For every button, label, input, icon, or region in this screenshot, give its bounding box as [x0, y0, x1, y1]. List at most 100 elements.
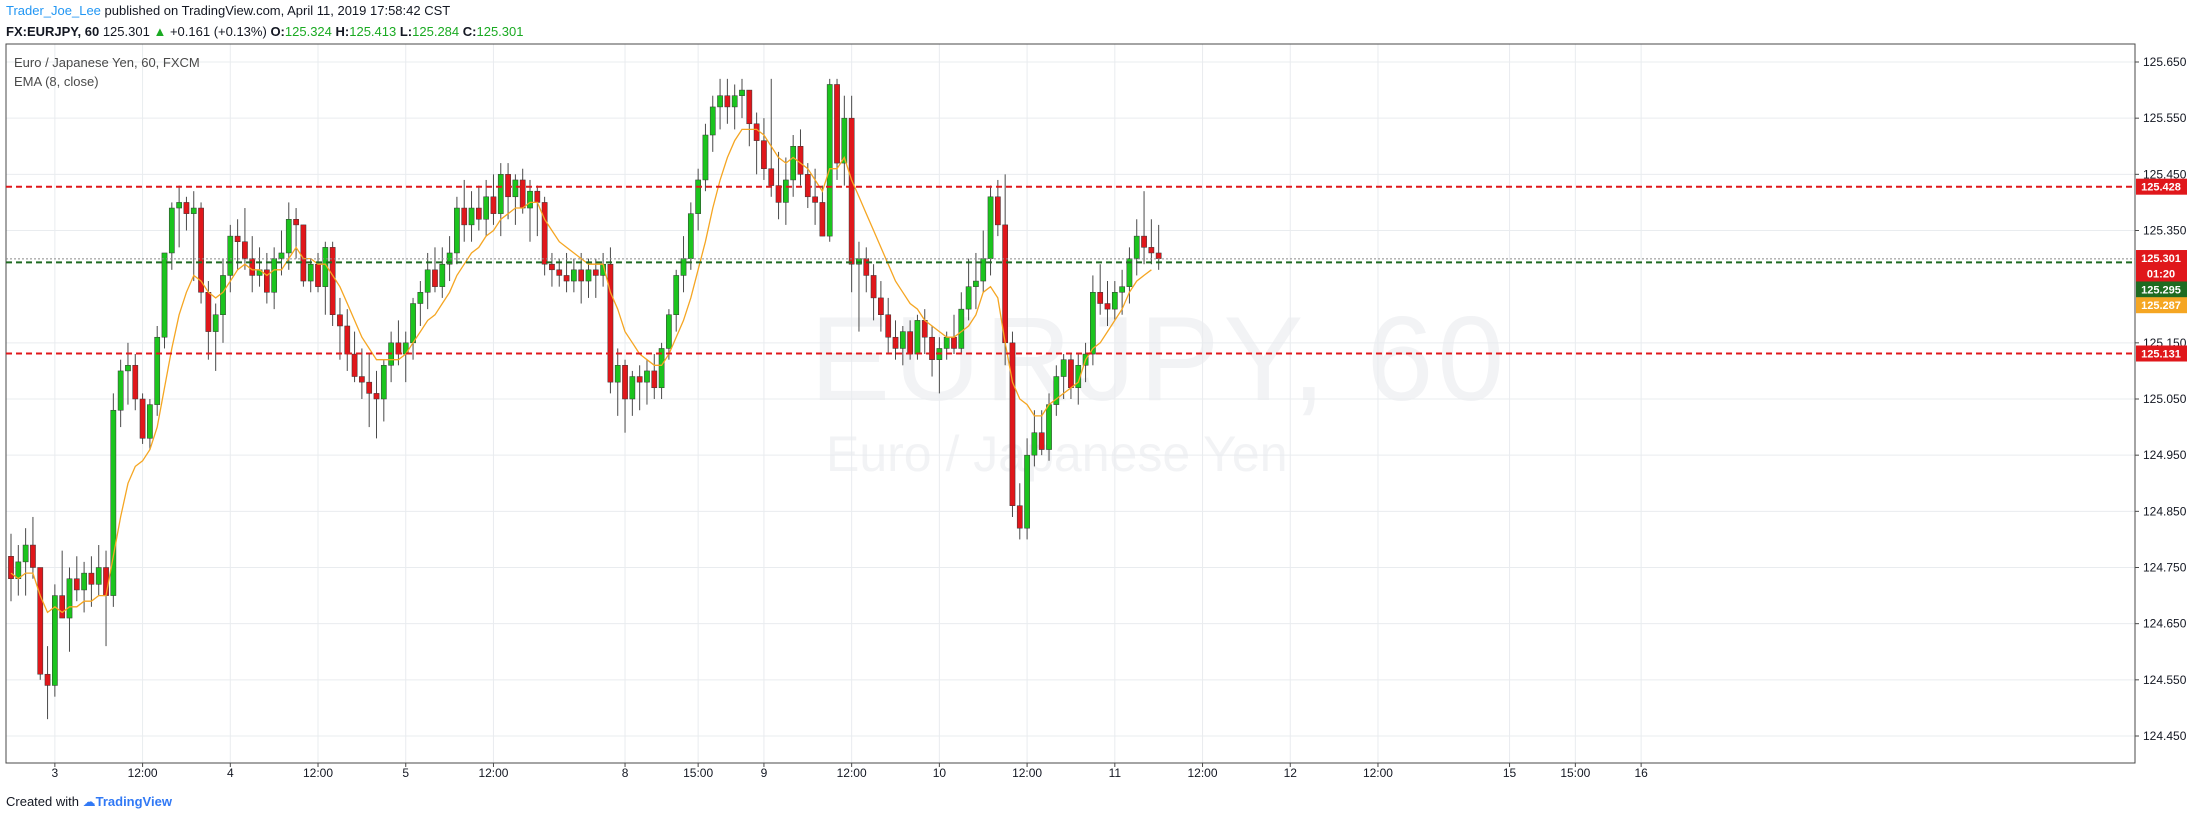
tradingview-logo-icon[interactable]: ☁ [82, 794, 96, 809]
x-tick-label: 5 [402, 766, 409, 780]
candle-down [293, 219, 299, 226]
created-with-text: Created with [6, 794, 79, 809]
close-label: C: [462, 24, 477, 39]
legend-indicator[interactable]: EMA (8, close) [14, 74, 99, 89]
publish-line: Trader_Joe_Lee published on TradingView.… [6, 2, 523, 19]
candle-down [549, 263, 555, 271]
candle-up [717, 95, 723, 108]
candle-down [249, 258, 256, 276]
candle-down [1155, 252, 1162, 259]
candle-down [344, 325, 351, 355]
last-price: 125.301 [102, 24, 150, 39]
price-labels: 125.428 125.131 125.301 01:20 125.295 125.287 [2136, 178, 2187, 362]
candle-down [88, 572, 95, 585]
candle-up [125, 365, 131, 372]
tradingview-brand[interactable]: TradingView [95, 794, 172, 809]
candle-up [95, 567, 102, 585]
candle-down [234, 235, 241, 242]
publish-info: published on TradingView.com, April 11, … [100, 3, 451, 18]
axis-price-tag-bg [2136, 297, 2187, 314]
price-axis[interactable]: 125.650125.550125.450125.350125.150125.0… [2135, 55, 2187, 743]
author-link[interactable]: Trader_Joe_Lee [6, 3, 101, 18]
candle-down [921, 320, 928, 338]
candle-up [614, 365, 621, 383]
candle-down [300, 224, 307, 282]
grid [6, 44, 2135, 763]
candle-down [995, 196, 1001, 226]
candle-up [680, 258, 687, 276]
x-tick-label: 15:00 [683, 766, 713, 780]
x-tick-label: 16 [1634, 766, 1648, 780]
candle-down [475, 207, 482, 220]
candle-down [1002, 224, 1009, 344]
candle-down [519, 179, 526, 209]
candle-up [278, 252, 285, 259]
low-value: 125.284 [412, 24, 460, 39]
price-change: +0.161 (+0.13%) [169, 24, 267, 39]
close-value: 125.301 [476, 24, 524, 39]
candle-down [103, 567, 109, 596]
candle-down [395, 342, 402, 355]
x-tick-label: 12:00 [1363, 766, 1393, 780]
candle-up [709, 106, 716, 136]
candle-up [220, 275, 226, 315]
candle-down [8, 556, 14, 579]
plot-border [5, 43, 2136, 764]
axis-price-tag: 125.301 [2141, 253, 2181, 265]
x-tick-label: 15:00 [1560, 766, 1590, 780]
y-tick-label: 124.850 [2143, 504, 2187, 518]
candle-up [1075, 365, 1082, 389]
ohlc-line: FX:EURJPY, 60 125.301 ▲ +0.161 (+0.13%) … [6, 23, 523, 40]
y-tick-label: 124.750 [2143, 561, 2187, 575]
candle-down [929, 336, 935, 360]
time-axis[interactable]: 3 12:00 4 12:00 5 12:00 8 15:00 9 12:00 10 12:00 11 1… [52, 763, 1649, 780]
candle-down [534, 190, 541, 203]
candle-down [132, 365, 139, 400]
candle-down [1016, 505, 1023, 529]
candle-down [622, 365, 628, 400]
candle-up [176, 202, 182, 209]
candle-up [271, 258, 278, 293]
candle-down [359, 376, 365, 383]
candles [8, 78, 1162, 720]
y-tick-label: 124.450 [2143, 729, 2187, 743]
candle-up [66, 578, 73, 619]
x-tick-label: 12:00 [478, 766, 508, 780]
candle-down [834, 84, 840, 164]
resistance-price-tag-bg [2136, 178, 2187, 195]
candle-down [775, 185, 782, 203]
candle-down [651, 370, 658, 389]
candle-down [578, 269, 585, 282]
x-tick-label: 12 [1284, 766, 1298, 780]
candle-up [914, 320, 921, 355]
open-value: 125.324 [284, 24, 332, 39]
x-tick-label: 12:00 [1012, 766, 1042, 780]
candle-down [1097, 292, 1104, 304]
candle-down [432, 269, 438, 287]
candle-up [117, 370, 124, 411]
candle-up [468, 207, 475, 226]
candle-up [899, 331, 906, 349]
resistance-price-tag: 125.428 [2141, 182, 2181, 194]
candle-down [848, 117, 855, 265]
candle-down [907, 331, 913, 355]
x-tick-label: 12:00 [303, 766, 333, 780]
candle-down [819, 202, 826, 237]
candle-up [168, 207, 175, 254]
candle-down [490, 196, 497, 214]
x-tick-label: 12:00 [128, 766, 158, 780]
high-value: 125.413 [349, 24, 397, 39]
candle-up [15, 561, 22, 579]
candle-up [1046, 404, 1052, 450]
candle-up [731, 95, 738, 108]
candle-down [607, 263, 614, 383]
x-tick-label: 15 [1503, 766, 1517, 780]
candle-down [556, 269, 563, 276]
candle-down [505, 174, 511, 198]
candle-down [592, 269, 599, 276]
candle-up [666, 314, 672, 349]
candle-down [1104, 303, 1111, 310]
horizontal-lines[interactable] [6, 185, 2135, 355]
candle-up [571, 269, 577, 282]
